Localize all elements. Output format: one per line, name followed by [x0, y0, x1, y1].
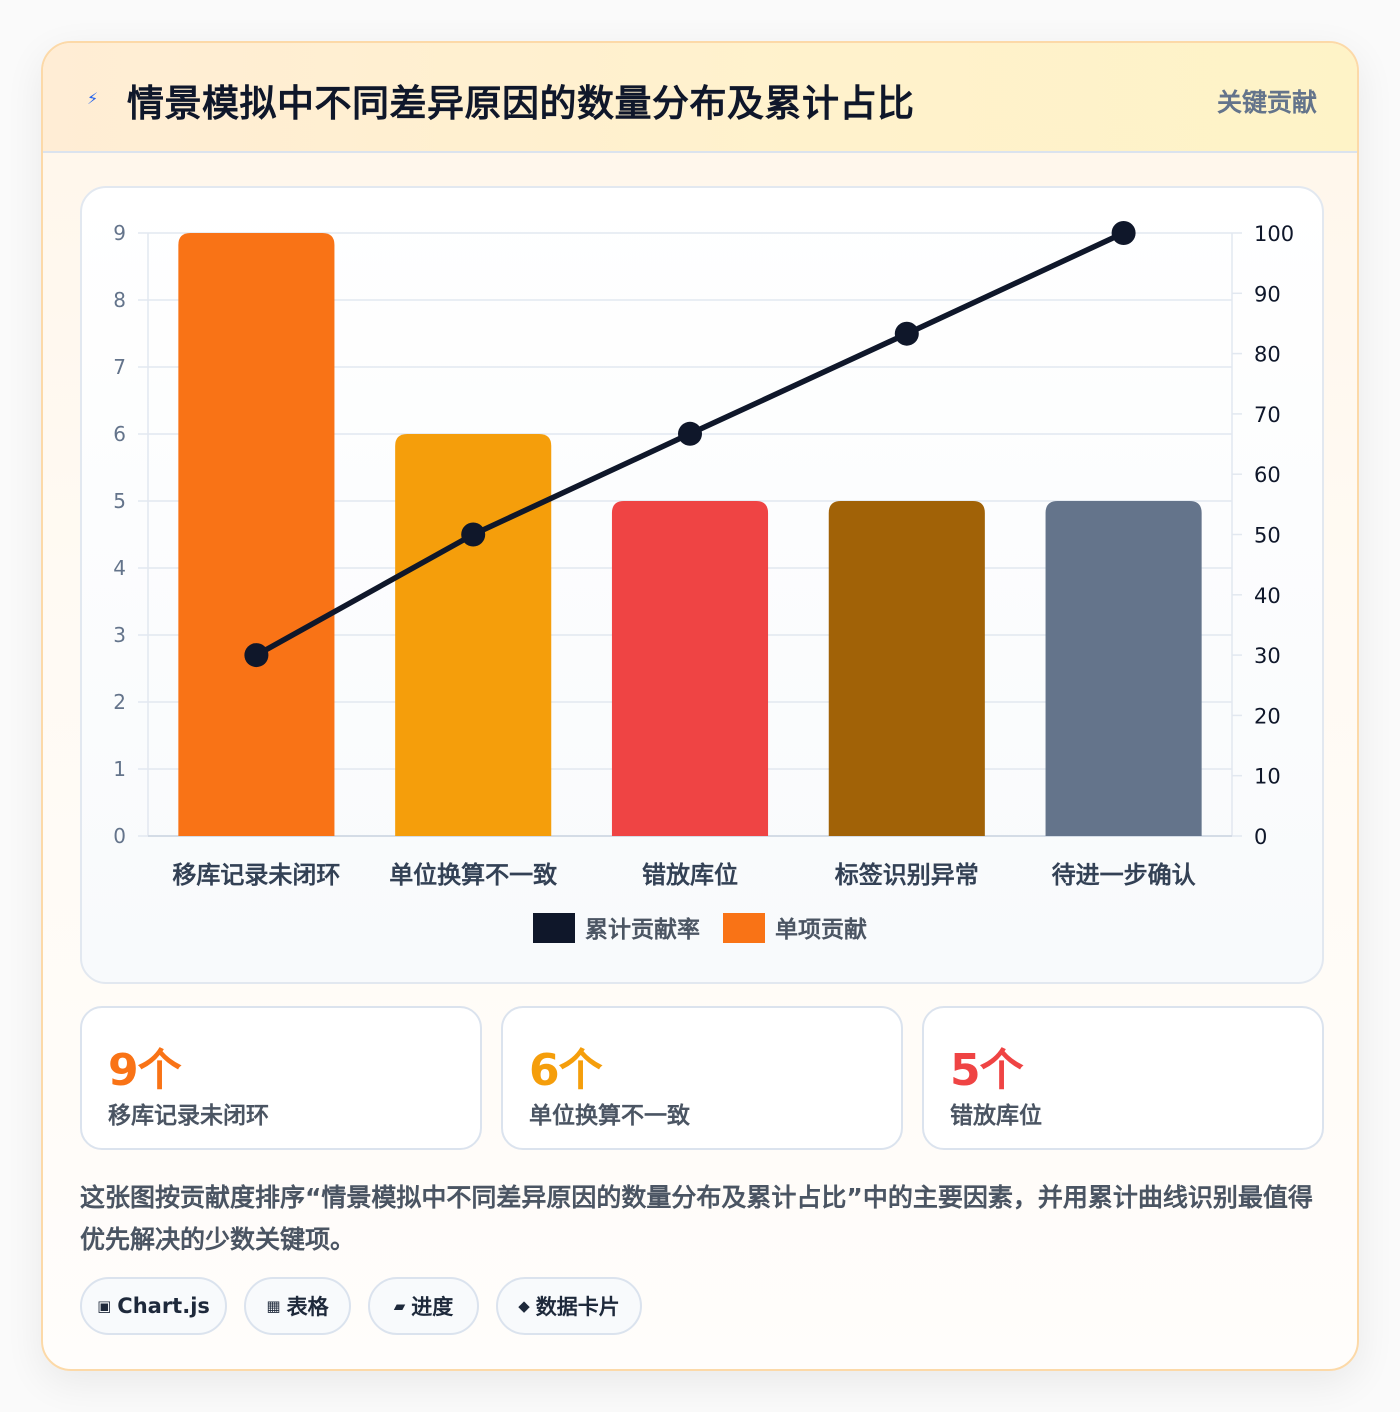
- y-tick-label-right: 70: [1254, 403, 1281, 427]
- line-point: [894, 321, 919, 346]
- y-tick-label-left: 9: [113, 221, 126, 245]
- stat-card-1: 9个 移库记录未闭环: [80, 1006, 482, 1150]
- legend-swatch: [723, 913, 765, 943]
- chart-description: 这张图按贡献度排序“情景模拟中不同差异原因的数量分布及累计占比”中的主要因素，并…: [80, 1183, 1313, 1254]
- chip-chartjs[interactable]: ▣ Chart.js: [80, 1277, 227, 1335]
- bar: [1045, 501, 1202, 836]
- y-tick-label-right: 80: [1254, 343, 1281, 367]
- stat-label: 错放库位: [950, 1103, 1042, 1129]
- line-point: [1111, 221, 1136, 245]
- stat-value: 9个: [108, 1045, 182, 1096]
- table-icon: ▦: [266, 1297, 281, 1315]
- bar: [611, 501, 769, 836]
- page-title: 情景模拟中不同差异原因的数量分布及累计占比: [127, 82, 915, 125]
- header-tag: 关键贡献: [1216, 88, 1317, 117]
- y-tick-label-right: 0: [1254, 825, 1267, 849]
- y-tick-label-left: 4: [113, 556, 126, 580]
- chip-table[interactable]: ▦ 表格: [244, 1277, 351, 1335]
- y-tick-label-right: 60: [1254, 463, 1281, 487]
- y-tick-label-right: 50: [1254, 524, 1281, 548]
- bar: [828, 501, 985, 836]
- chip-label: Chart.js: [117, 1294, 210, 1318]
- legend-label: 累计贡献率: [585, 916, 700, 943]
- y-tick-label-left: 6: [113, 422, 126, 446]
- y-tick-label-right: 30: [1254, 644, 1281, 668]
- pareto-chart: 01234567890102030405060708090100移库记录未闭环单…: [113, 221, 1294, 943]
- stat-label: 移库记录未闭环: [108, 1103, 269, 1129]
- stat-card-2: 6个 单位换算不一致: [501, 1006, 903, 1150]
- x-tick-label: 移库记录未闭环: [172, 861, 340, 889]
- chart-panel: 0 1 2 3 4 5 6 7 8 9 0 10 20 30 40 50 60 70 80 90 100 移库记录未闭环单…: [80, 186, 1324, 984]
- x-tick-label: 单位换算不一致: [389, 861, 558, 889]
- chart-icon: ▣: [97, 1297, 112, 1315]
- y-tick-label-left: 7: [113, 355, 126, 379]
- diamond-icon: ◆: [518, 1297, 530, 1315]
- y-tick-label-left: 0: [113, 824, 126, 848]
- legend-swatch: [533, 913, 575, 943]
- chip-label: 数据卡片: [535, 1295, 620, 1319]
- y-tick-label-left: 8: [113, 288, 126, 312]
- y-tick-label-right: 100: [1254, 222, 1294, 246]
- chip-label: 进度: [411, 1295, 454, 1319]
- lightning-icon: ⚡: [87, 89, 99, 108]
- y-tick-label-left: 2: [113, 690, 126, 714]
- stat-value: 6个: [529, 1045, 603, 1096]
- line-point: [678, 421, 702, 446]
- y-tick-label-left: 1: [113, 757, 126, 781]
- y-tick-label-left: 5: [113, 489, 126, 513]
- chip-progress[interactable]: ▰ 进度: [368, 1277, 479, 1335]
- legend-label: 单项贡献: [775, 917, 867, 943]
- x-tick-label: 标签识别异常: [835, 861, 979, 889]
- x-tick-label: 错放库位: [642, 861, 738, 889]
- y-tick-label-right: 10: [1254, 765, 1281, 789]
- y-tick-label-left: 3: [113, 623, 126, 647]
- stat-label: 单位换算不一致: [529, 1103, 690, 1129]
- bar: [395, 434, 552, 836]
- bar: [178, 233, 335, 836]
- y-tick-label-right: 20: [1254, 704, 1281, 728]
- x-tick-label: 待进一步确认: [1052, 861, 1196, 889]
- line-point: [461, 522, 486, 547]
- y-tick-label-right: 40: [1254, 584, 1281, 608]
- stat-card-3: 5个 错放库位: [922, 1006, 1324, 1150]
- progress-icon: ▰: [393, 1297, 406, 1315]
- chip-data-card[interactable]: ◆ 数据卡片: [496, 1277, 642, 1335]
- card-header: ⚡ 情景模拟中不同差异原因的数量分布及累计占比 关键贡献: [43, 43, 1357, 153]
- y-tick-label-right: 90: [1254, 282, 1281, 306]
- line-point: [244, 643, 269, 668]
- chip-label: 表格: [286, 1295, 329, 1319]
- stat-value: 5个: [950, 1045, 1024, 1096]
